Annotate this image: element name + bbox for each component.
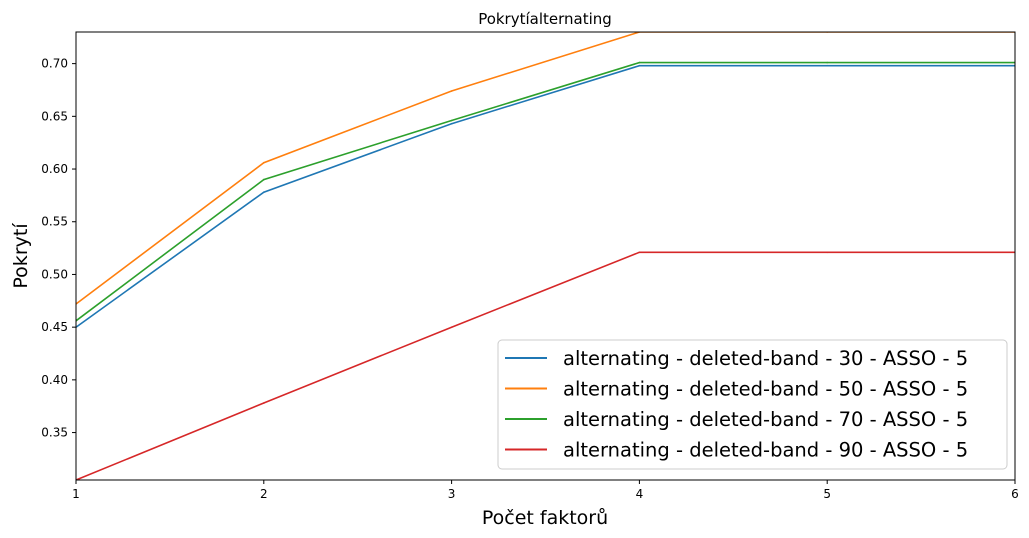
data-point (450, 326, 453, 328)
series-line-4 (76, 251, 1015, 480)
x-tick-label: 4 (636, 487, 644, 501)
y-axis: 0.35 0.40 0.45 0.50 0.55 0.60 0.65 0.70 (41, 57, 76, 440)
data-point (826, 251, 828, 254)
data-point (826, 61, 828, 64)
chart-title: Pokrytíalternating (478, 10, 612, 28)
x-axis-title: Počet faktorů (482, 507, 608, 529)
x-tick-label: 2 (260, 487, 268, 501)
data-point (263, 161, 265, 164)
data-point (450, 90, 453, 92)
data-point (638, 64, 641, 67)
x-tick-label: 1 (72, 487, 80, 501)
series-line-2 (76, 32, 1015, 305)
legend-label: alternating - deleted-band - 30 - ASSO -… (563, 347, 968, 370)
y-tick-label: 0.70 (41, 57, 68, 71)
data-point (638, 251, 641, 254)
y-tick-label: 0.50 (41, 267, 68, 281)
data-point (638, 61, 641, 64)
legend-label: alternating - deleted-band - 90 - ASSO -… (563, 439, 968, 462)
legend-label: alternating - deleted-band - 70 - ASSO -… (563, 408, 968, 431)
data-point (450, 122, 453, 125)
data-point (263, 178, 265, 181)
x-tick-label: 6 (1011, 487, 1019, 501)
data-point (450, 119, 453, 122)
series-line-1 (76, 64, 1015, 328)
x-tick-label: 3 (448, 487, 456, 501)
y-tick-label: 0.55 (41, 215, 68, 229)
series-line-3 (76, 61, 1015, 322)
y-tick-label: 0.60 (41, 162, 68, 176)
legend-label: alternating - deleted-band - 50 - ASSO -… (563, 378, 968, 401)
plot-frame (75, 31, 1016, 481)
y-axis-title: Pokrytí (10, 223, 32, 289)
y-tick-label: 0.45 (41, 320, 68, 334)
legend-box (497, 339, 1008, 470)
series-layer (76, 32, 1015, 480)
y-tick-label: 0.65 (41, 109, 68, 123)
data-point (263, 402, 265, 404)
data-point (826, 64, 828, 67)
x-axis: 1 2 3 4 5 6 (72, 480, 1019, 501)
x-tick-label: 5 (823, 487, 831, 501)
data-point (263, 191, 265, 194)
legend: alternating - deleted-band - 30 - ASSO -… (497, 339, 1008, 470)
y-tick-label: 0.35 (41, 426, 68, 440)
y-tick-label: 0.40 (41, 373, 68, 387)
